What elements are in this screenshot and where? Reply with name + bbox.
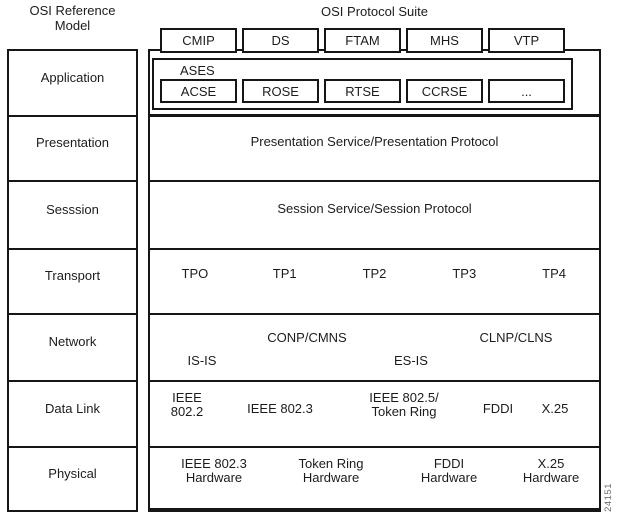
physical-token-ring-line2: Hardware (302, 470, 360, 485)
data-link-ieee-802-2-line1: IEEE (172, 390, 202, 405)
data-link-ieee-802-5-line2: Token Ring (371, 404, 437, 419)
data-link-ieee-802-5-line1: IEEE 802.5/ (369, 390, 439, 405)
protocol-box-ds: DS (242, 28, 319, 53)
protocol-box-mhs: MHS (406, 28, 483, 53)
transport-protocol-tp2: TP2 (362, 266, 387, 281)
layer-cell-network: Network (9, 315, 136, 382)
ases-element-box-acse: ACSE (160, 79, 237, 103)
data-link-fddi: FDDI (482, 401, 514, 416)
transport-protocol-tpo: TPO (181, 266, 209, 281)
osi-protocol-suite-title: OSI Protocol Suite (321, 4, 428, 19)
figure-number: 24151 (603, 483, 614, 512)
protocol-box-vtp: VTP (488, 28, 565, 53)
ases-element-box-rose: ROSE (242, 79, 319, 103)
transport-row: TPO TP1 TP2 TP3 TP4 (150, 250, 599, 315)
network-protocol-es-is: ES-IS (394, 353, 428, 368)
session-row: Session Service/Session Protocol (150, 182, 599, 250)
data-link-row: IEEE 802.2 IEEE 802.3 IEEE 802.5/ Token … (150, 382, 599, 448)
osi-layers-column: Application Presentation Sesssion Transp… (7, 49, 138, 512)
ases-element-box-rtse: RTSE (324, 79, 401, 103)
ases-element-box-more: ... (488, 79, 565, 103)
presentation-service-label: Presentation Service/Presentation Protoc… (250, 134, 499, 149)
physical-row: IEEE 802.3 Hardware Token Ring Hardware … (150, 448, 599, 510)
physical-fddi-line2: Hardware (420, 470, 478, 485)
physical-x25-hardware: X.25 Hardware (523, 457, 579, 485)
transport-protocol-tp4: TP4 (542, 266, 566, 281)
layer-cell-transport: Transport (9, 250, 136, 315)
transport-protocol-tp3: TP3 (452, 266, 477, 281)
layer-cell-physical: Physical (48, 465, 97, 481)
physical-token-ring-line1: Token Ring (298, 456, 364, 471)
layer-cell-presentation: Presentation (9, 117, 136, 182)
ases-element-box-ccrse: CCRSE (406, 79, 483, 103)
physical-fddi-hardware: FDDI Hardware (421, 457, 477, 485)
physical-ieee-802-3-hardware: IEEE 802.3 Hardware (181, 457, 247, 485)
layer-cell-application: Application (9, 51, 136, 117)
presentation-row: Presentation Service/Presentation Protoc… (150, 117, 599, 182)
network-protocol-is-is: IS-IS (187, 353, 217, 368)
physical-ieee-802-3-line2: Hardware (185, 470, 243, 485)
physical-ieee-802-3-line1: IEEE 802.3 (181, 456, 247, 471)
physical-x25-line1: X.25 (537, 456, 565, 471)
physical-x25-line2: Hardware (522, 470, 580, 485)
data-link-ieee-802-3: IEEE 802.3 (247, 401, 313, 416)
protocol-suite-panel: Presentation Service/Presentation Protoc… (148, 49, 601, 512)
protocol-box-cmip: CMIP (160, 28, 237, 53)
physical-fddi-line1: FDDI (433, 456, 465, 471)
application-row (150, 51, 599, 117)
network-row: CONP/CMNS CLNP/CLNS IS-IS ES-IS (150, 315, 599, 382)
data-link-ieee-802-2: IEEE 802.2 (171, 391, 204, 419)
network-protocol-clnp-clns: CLNP/CLNS (479, 330, 553, 345)
data-link-ieee-802-2-line2: 802.2 (170, 404, 204, 419)
ases-label: ASES (180, 63, 215, 78)
data-link-x25: X.25 (541, 401, 569, 416)
protocol-box-ftam: FTAM (324, 28, 401, 53)
osi-reference-model-title-line1: OSI Reference (29, 3, 116, 18)
transport-protocol-tp1: TP1 (272, 266, 297, 281)
osi-reference-model-title: OSI Reference Model (7, 3, 138, 33)
network-protocol-conp-cmns: CONP/CMNS (267, 330, 347, 345)
physical-token-ring-hardware: Token Ring Hardware (298, 457, 363, 485)
data-link-ieee-802-5-token-ring: IEEE 802.5/ Token Ring (369, 391, 438, 419)
layer-cell-session: Sesssion (9, 182, 136, 250)
layer-cell-data-link: Data Link (9, 382, 136, 448)
osi-reference-model-title-line2: Model (54, 18, 91, 33)
session-service-label: Session Service/Session Protocol (277, 200, 472, 216)
